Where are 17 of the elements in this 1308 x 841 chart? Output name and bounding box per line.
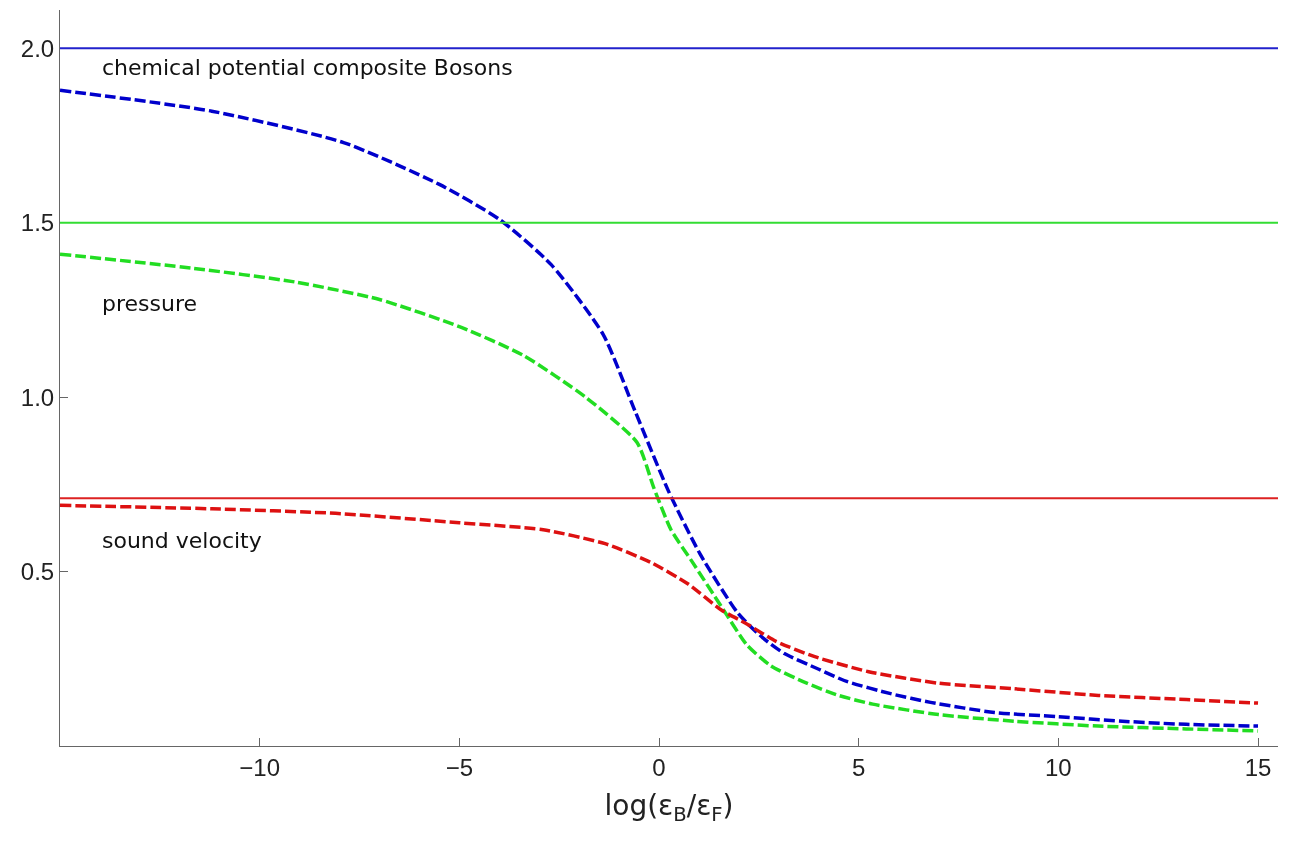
series-label: chemical potential composite Bosons <box>102 55 513 80</box>
series-label: pressure <box>102 291 198 316</box>
x-tick-label: 15 <box>1244 753 1272 781</box>
y-tick-label: 1.0 <box>20 383 55 411</box>
x-tick-label: 5 <box>852 753 866 781</box>
x-tick-label: 0 <box>652 753 666 781</box>
x-axis-title: log(ε$_{B}$/ε$_{F}$) <box>604 788 734 826</box>
y-tick-label: 2.0 <box>20 34 55 62</box>
line-series <box>60 88 1260 728</box>
y-tick-label: 1.5 <box>20 209 55 237</box>
x-tick-label: −10 <box>239 753 281 781</box>
x-tick-label: 10 <box>1045 753 1072 781</box>
x-tick-label: −5 <box>445 753 474 781</box>
line-series <box>60 503 1260 705</box>
line-series <box>60 252 1260 733</box>
y-tick-label: 0.5 <box>20 557 55 585</box>
series-label: sound velocity <box>102 528 262 553</box>
